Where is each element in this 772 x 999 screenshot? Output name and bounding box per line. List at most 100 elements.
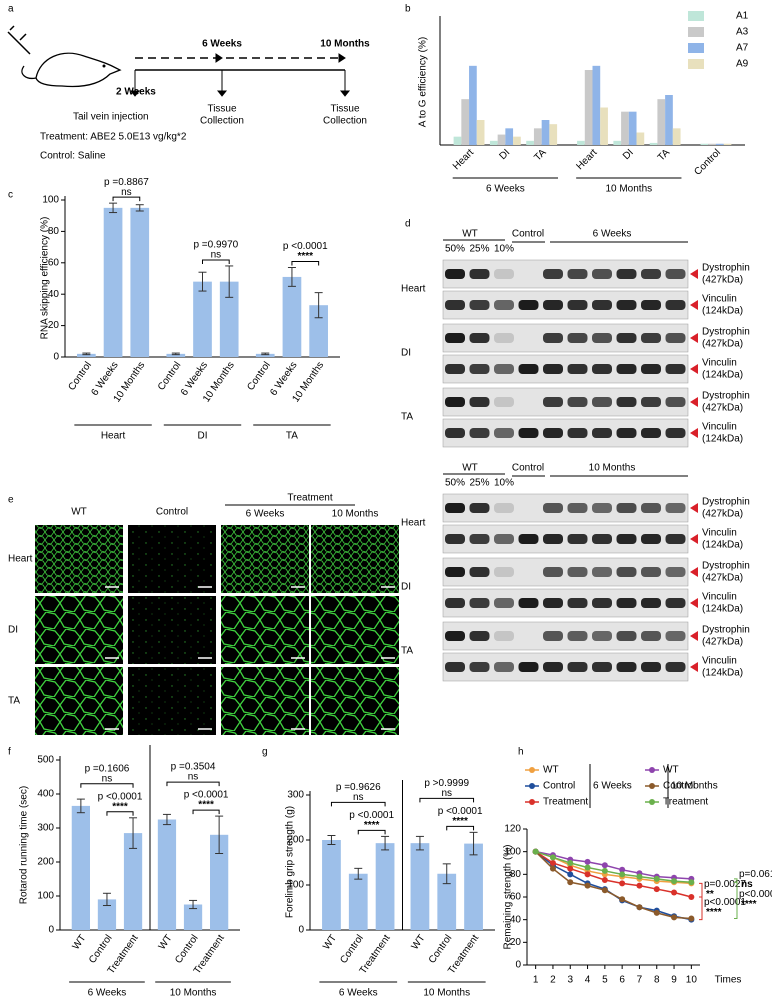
x-tick-label: 7	[637, 975, 643, 986]
bar	[665, 95, 673, 145]
legend-group-label: 10 Months	[671, 781, 718, 792]
blot-band	[616, 567, 637, 577]
blot-band	[445, 631, 465, 641]
bar	[672, 128, 681, 145]
marker-arrow	[690, 534, 698, 544]
significance: ****	[741, 899, 757, 910]
blot-band	[494, 534, 514, 544]
wt-label: WT	[462, 229, 478, 240]
p-value: p=0.0027	[704, 879, 746, 890]
comparison-bracket	[419, 797, 475, 803]
protein-size: (427kDa)	[702, 573, 743, 584]
group-label: 10 Months	[605, 184, 652, 195]
blot-band	[543, 333, 563, 343]
image-stain	[35, 525, 123, 593]
y-axis-label: Remaining strength (%)	[503, 844, 514, 949]
marker-arrow	[690, 397, 698, 407]
blot-band	[445, 428, 465, 438]
legend-label: A9	[736, 59, 749, 70]
x-tick-label: 4	[585, 975, 591, 986]
blot-band	[616, 364, 637, 374]
blot-band	[567, 300, 588, 310]
point	[584, 871, 591, 878]
group-label: 6 Weeks	[339, 988, 378, 999]
bar	[282, 276, 302, 357]
bar	[513, 136, 521, 145]
point	[567, 879, 574, 886]
y-tick-label: 60	[510, 892, 522, 903]
legend-swatch	[688, 59, 704, 69]
blot-band	[665, 631, 686, 641]
blot-band	[592, 662, 612, 672]
blot-band	[469, 397, 490, 407]
y-tick-label: 100	[42, 195, 59, 206]
tissue-label: Heart	[401, 518, 426, 529]
protein-label: Vinculin	[702, 656, 737, 667]
comparison-bracket	[80, 783, 134, 788]
bar	[219, 281, 239, 357]
y-axis-label: RNA skipping efficiency (%)	[40, 217, 51, 340]
y-tick-label: 0	[48, 925, 54, 936]
bar	[103, 207, 123, 357]
x-tick-label: DI	[497, 147, 512, 162]
blot-band	[641, 598, 661, 608]
x-tick-label: TA	[532, 147, 549, 164]
dilution-label: 25%	[469, 244, 489, 255]
bar	[77, 353, 96, 357]
x-tick-label: Control	[156, 360, 184, 393]
y-tick-label: 0	[53, 352, 59, 363]
bar	[533, 128, 542, 145]
tissue-label: TA	[401, 412, 413, 423]
y-axis-label: A to G efficiency (%)	[418, 37, 429, 127]
x-tick-label: Control	[66, 360, 94, 393]
point	[567, 860, 574, 866]
marker-arrow	[690, 364, 698, 374]
blot-band	[445, 269, 465, 279]
legend-label: A1	[736, 11, 749, 22]
point	[584, 858, 591, 865]
bar	[505, 128, 514, 145]
blot-band	[592, 428, 612, 438]
dilution-label: 50%	[445, 244, 465, 255]
time-label: 6 Weeks	[202, 39, 242, 50]
protein-label: Dystrophin	[702, 497, 750, 508]
bar	[193, 281, 212, 357]
point	[601, 887, 608, 894]
blot-band	[616, 534, 637, 544]
group-label: 10 Months	[423, 988, 470, 999]
blot-band	[665, 300, 686, 310]
marker-arrow	[690, 662, 698, 672]
blot-band	[567, 364, 588, 374]
column-label: Control	[156, 507, 188, 518]
bar	[636, 132, 645, 145]
point	[688, 879, 695, 886]
bar	[157, 819, 177, 930]
blot-band	[665, 364, 686, 374]
y-tick-label: 100	[504, 846, 521, 857]
blot-band	[469, 503, 490, 513]
injection-label: Tail vein injection	[73, 112, 149, 123]
blot-band	[494, 662, 514, 672]
legend-group-label: 6 Weeks	[593, 781, 632, 792]
blot-band	[543, 662, 563, 672]
panel-label: d	[405, 219, 411, 230]
dilution-label: 10%	[494, 244, 514, 255]
blot-band	[469, 428, 490, 438]
significance: ns	[102, 773, 113, 784]
line	[535, 850, 692, 885]
blot-band	[494, 397, 514, 407]
comparison-bracket	[291, 261, 320, 266]
line	[535, 850, 692, 884]
image-stain	[128, 667, 216, 735]
time-label: 2 Weeks	[116, 87, 156, 98]
blot-band	[567, 567, 588, 577]
bar	[723, 143, 732, 145]
blot-band	[641, 397, 661, 407]
protein-label: Dystrophin	[702, 561, 750, 572]
blot-band	[567, 598, 588, 608]
blot-band	[665, 503, 686, 513]
blot-band	[445, 662, 465, 672]
blot-band	[445, 534, 465, 544]
protein-size: (427kDa)	[702, 637, 743, 648]
p-value: p<0.0001	[704, 897, 746, 908]
